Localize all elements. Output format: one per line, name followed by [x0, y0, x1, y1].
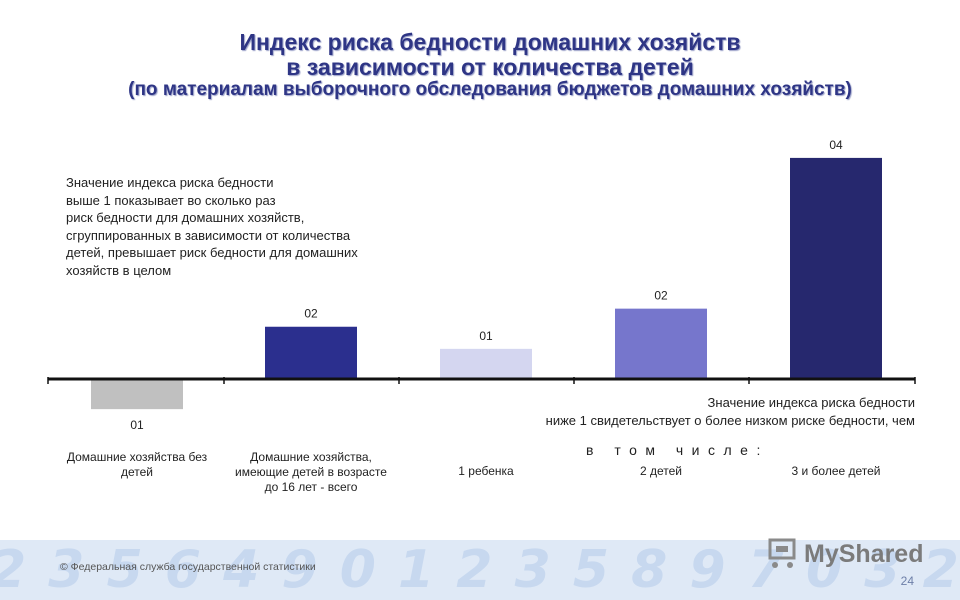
category-label: Домашние хозяйства, имеющие детей в возра… [235, 450, 387, 494]
note-above-line: риск бедности для домашних хозяйств, [66, 210, 305, 225]
footer-band: 2 3 5 6 4 9 0 1 2 3 5 8 9 7 0 3 2 4 1 5 … [0, 540, 960, 600]
watermark-text: MyShared [804, 539, 924, 568]
chart-title-line2: в зависимости от количества детей [286, 53, 694, 80]
note-above-line: детей, превышает риск бедности для домаш… [66, 245, 358, 260]
title-block: Индекс риска бедности домашних хозяйств … [0, 30, 960, 100]
data-label: 02 [304, 307, 318, 321]
note-above-axis: Значение индекса риска бедности выше 1 п… [66, 174, 406, 279]
chart-title-line1: Индекс риска бедности домашних хозяйств [239, 29, 741, 55]
chart-subtitle: (по материалам выборочного обследования … [128, 78, 852, 100]
page-number: 24 [900, 574, 914, 588]
data-label: 04 [829, 138, 843, 152]
data-label: 02 [654, 289, 668, 303]
note-below-line: Значение индекса риска бедности [707, 395, 915, 410]
bar [790, 157, 882, 379]
cart-icon [768, 538, 796, 568]
bar-chart: 01 02 01 02 04 Домашние хозяйства без детей Дом… [47, 138, 916, 494]
watermark-logo: MyShared [766, 537, 923, 571]
bar [615, 308, 707, 379]
note-above-line: сгруппированных в зависимости от количес… [66, 227, 351, 243]
note-above-line: Значение индекса риска бедности [66, 175, 274, 190]
copyright-text: © Федеральная служба государственной ста… [60, 561, 316, 573]
bar [91, 379, 183, 410]
data-label: 01 [479, 329, 493, 343]
note-above-line: хозяйств в целом [66, 262, 172, 278]
data-label: 01 [130, 418, 144, 432]
including-label: в том числе: [586, 442, 769, 458]
bar [440, 348, 532, 379]
category-label: 1 ребенка [458, 464, 514, 478]
note-above-line: выше 1 показывает во сколько раз [66, 192, 276, 208]
bar [265, 326, 357, 379]
category-label: Домашние хозяйства без детей [67, 450, 208, 479]
decorative-digits: 2 3 5 6 4 9 0 1 2 3 5 8 9 7 0 3 2 4 1 5 … [0, 540, 960, 600]
category-label: 2 детей [640, 464, 682, 478]
category-label: 3 и более детей [791, 464, 880, 478]
note-below-axis: Значение индекса риска бедности ниже 1 с… [455, 394, 915, 430]
note-below-line: ниже 1 свидетельствует о более низком ри… [545, 413, 915, 428]
